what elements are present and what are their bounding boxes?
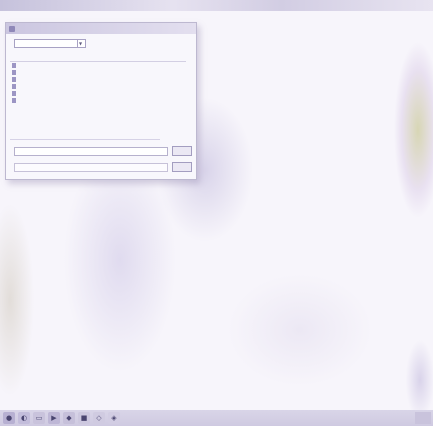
file-name-input[interactable] <box>14 146 168 156</box>
tray-area[interactable] <box>415 412 431 424</box>
file-list[interactable] <box>10 53 186 153</box>
app-icon[interactable]: ◈ <box>108 412 120 424</box>
file-row[interactable] <box>10 83 186 90</box>
look-in-bar: ▼ <box>10 37 192 49</box>
app-icon[interactable]: ◇ <box>93 412 105 424</box>
taskbar: ● ◐ ▭ ▶ ◆ ■ ◇ ◈ <box>0 410 433 426</box>
window-icon <box>9 25 15 32</box>
file-icon <box>12 70 16 75</box>
file-row[interactable] <box>10 97 186 104</box>
look-in-dropdown[interactable]: ▼ <box>14 38 86 48</box>
cancel-button[interactable] <box>172 162 192 172</box>
file-icon <box>12 77 16 82</box>
open-file-dialog: ▼ <box>5 22 197 180</box>
file-icon <box>12 63 16 68</box>
app-icon[interactable]: ■ <box>78 412 90 424</box>
divider <box>10 139 160 140</box>
folder-icon[interactable]: ▭ <box>33 412 45 424</box>
file-list-header <box>10 53 186 62</box>
media-icon[interactable]: ▶ <box>48 412 60 424</box>
top-window-strip <box>0 0 433 11</box>
file-row[interactable] <box>10 76 186 83</box>
chevron-down-icon[interactable]: ▼ <box>77 39 83 47</box>
file-row[interactable] <box>10 62 186 69</box>
dialog-titlebar[interactable] <box>6 23 196 34</box>
open-button[interactable] <box>172 146 192 156</box>
browser-icon[interactable]: ◐ <box>18 412 30 424</box>
file-row[interactable] <box>10 90 186 97</box>
file-row[interactable] <box>10 69 186 76</box>
file-icon <box>12 98 16 103</box>
file-type-row <box>10 161 192 173</box>
app-icon[interactable]: ◆ <box>63 412 75 424</box>
start-orb-icon[interactable]: ● <box>3 412 15 424</box>
file-icon <box>12 84 16 89</box>
file-type-dropdown[interactable] <box>14 162 168 172</box>
file-name-row <box>10 145 192 157</box>
file-icon <box>12 91 16 96</box>
